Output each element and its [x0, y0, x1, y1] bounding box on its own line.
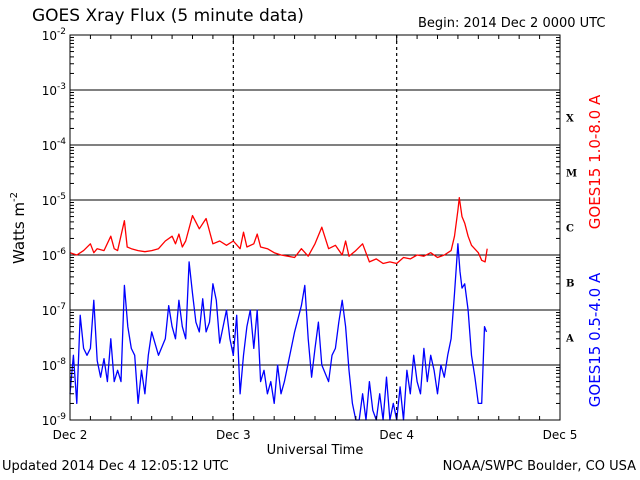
x-tick-label: Dec 3	[216, 428, 251, 442]
y-tick-label: 10-9	[42, 412, 67, 428]
flare-class-label: C	[566, 224, 574, 235]
plot-frame	[69, 34, 561, 421]
y-tick-label: 10-8	[42, 357, 67, 373]
legend-goes15-long: GOES15 1.0-8.0 A	[586, 94, 604, 229]
axis-layer: 10-9 10-8 10-7 10-6 10-5 10-4 10-3 10-2 Dec 2 Dec…	[42, 27, 578, 442]
source-credit: NOAA/SWPC Boulder, CO USA	[442, 459, 636, 474]
y-tick-label: 10-4	[42, 137, 67, 153]
legend-goes15-short: GOES15 0.5-4.0 A	[586, 272, 604, 407]
flare-class-label: B	[566, 279, 574, 290]
y-axis-label-exponent: -2	[9, 192, 20, 202]
y-axis-label-text: Watts m	[10, 202, 28, 264]
series-layer	[69, 197, 488, 421]
y-tick-label: 10-5	[42, 192, 66, 208]
svg-text:Watts m-2: Watts m-2	[9, 192, 28, 264]
y-tick-label: 10-6	[42, 247, 67, 263]
flare-class-label: A	[565, 334, 574, 345]
y-tick-label: 10-3	[42, 82, 66, 98]
chart-title: GOES Xray Flux (5 minute data)	[32, 6, 304, 26]
y-tick-label: 10-7	[42, 302, 66, 318]
flare-class-label: M	[566, 169, 577, 180]
x-tick-label: Dec 4	[379, 428, 414, 442]
flare-class-label: X	[566, 114, 574, 125]
x-tick-label: Dec 5	[543, 428, 578, 442]
y-tick-label: 10-2	[42, 27, 66, 43]
series-line-short	[69, 243, 488, 421]
series-line-long	[69, 197, 488, 265]
y-axis-label: Watts m-2	[9, 192, 28, 264]
begin-time-label: Begin: 2014 Dec 2 0000 UTC	[418, 16, 606, 31]
x-axis-label: Universal Time	[267, 443, 364, 458]
x-tick-label: Dec 2	[53, 428, 88, 442]
grid-layer	[70, 35, 560, 420]
updated-timestamp: Updated 2014 Dec 4 12:05:12 UTC	[2, 459, 229, 474]
